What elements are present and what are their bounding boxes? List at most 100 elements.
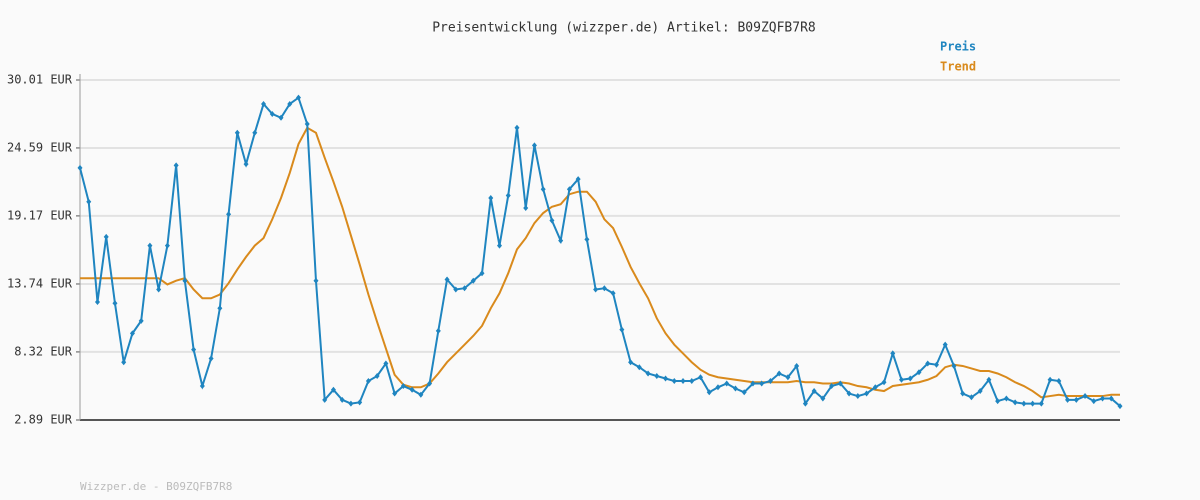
point-marker [330,386,336,393]
point-marker [357,399,363,406]
point-marker [523,205,529,212]
point-marker [94,299,100,306]
y-tick-label: 24.59 EUR [7,140,73,154]
point-marker [549,217,555,224]
point-marker [933,361,939,368]
point-marker [322,396,328,403]
point-marker [234,129,240,136]
point-marker [829,383,835,390]
point-marker [77,164,83,171]
point-marker [663,375,669,382]
point-marker [112,300,118,307]
point-marker [400,383,406,390]
point-marker [243,161,249,168]
point-marker [208,355,214,362]
point-marker [907,375,913,382]
point-marker [427,380,433,387]
point-marker [1012,399,1018,406]
point-marker [706,389,712,396]
point-marker [593,286,599,293]
point-marker [995,398,1001,405]
point-marker [628,359,634,366]
point-marker [855,393,861,400]
y-tick-label: 2.89 EUR [14,413,73,427]
point-marker [339,396,345,403]
point-marker [610,290,616,297]
point-marker [470,277,476,284]
point-marker [129,330,135,337]
point-marker [173,162,179,169]
point-marker [986,376,992,383]
point-marker [1056,378,1062,385]
point-marker [776,370,782,377]
point-marker [278,114,284,121]
series-line [80,126,1120,399]
legend-entry: Preis [940,40,976,54]
point-marker [453,286,459,293]
point-marker [951,362,957,369]
point-marker [496,242,502,249]
y-tick-label: 19.17 EUR [7,208,73,222]
point-marker [794,362,800,369]
point-marker [147,242,153,249]
point-marker [505,192,511,199]
point-marker [304,121,310,128]
point-marker [435,327,441,334]
point-marker [191,346,197,353]
point-marker [479,270,485,277]
point-marker [960,390,966,397]
point-marker [1038,400,1044,407]
point-marker [295,94,301,101]
point-marker [138,317,144,324]
point-marker [785,374,791,381]
point-marker [313,277,319,284]
point-marker [698,374,704,381]
point-marker [1108,395,1114,402]
point-marker [619,326,625,333]
point-marker [837,380,843,387]
point-marker [1082,393,1088,400]
point-marker [689,378,695,385]
point-marker [575,176,581,183]
point-marker [724,380,730,387]
point-marker [1021,400,1027,407]
footer: Wizzper.de - B09ZQFB7R8 [80,480,232,493]
point-marker [881,379,887,386]
point-marker [566,186,572,193]
point-marker [252,129,258,136]
point-marker [846,390,852,397]
point-marker [916,369,922,376]
point-marker [767,378,773,385]
point-marker [348,400,354,407]
point-marker [287,100,293,107]
point-marker [488,194,494,201]
point-marker [540,186,546,193]
y-tick-label: 13.74 EUR [7,276,73,290]
point-marker [759,380,765,387]
series-line [79,96,1121,407]
point-marker [182,277,188,284]
point-marker [156,286,162,293]
point-marker [226,211,232,218]
legend-entry: Trend [940,60,976,74]
point-marker [645,370,651,377]
point-marker [121,359,127,366]
point-marker [103,233,109,240]
point-marker [514,124,520,131]
point-marker [199,383,205,390]
point-marker [750,380,756,387]
point-marker [374,372,380,379]
point-marker [383,360,389,367]
y-tick-label: 8.32 EUR [14,344,73,358]
point-marker [1100,395,1106,402]
point-marker [409,386,415,393]
point-marker [1030,400,1036,407]
point-marker [802,400,808,407]
point-marker [1065,396,1071,403]
point-marker [584,236,590,243]
point-marker [269,110,275,117]
point-marker [558,237,564,244]
point-marker [864,390,870,397]
